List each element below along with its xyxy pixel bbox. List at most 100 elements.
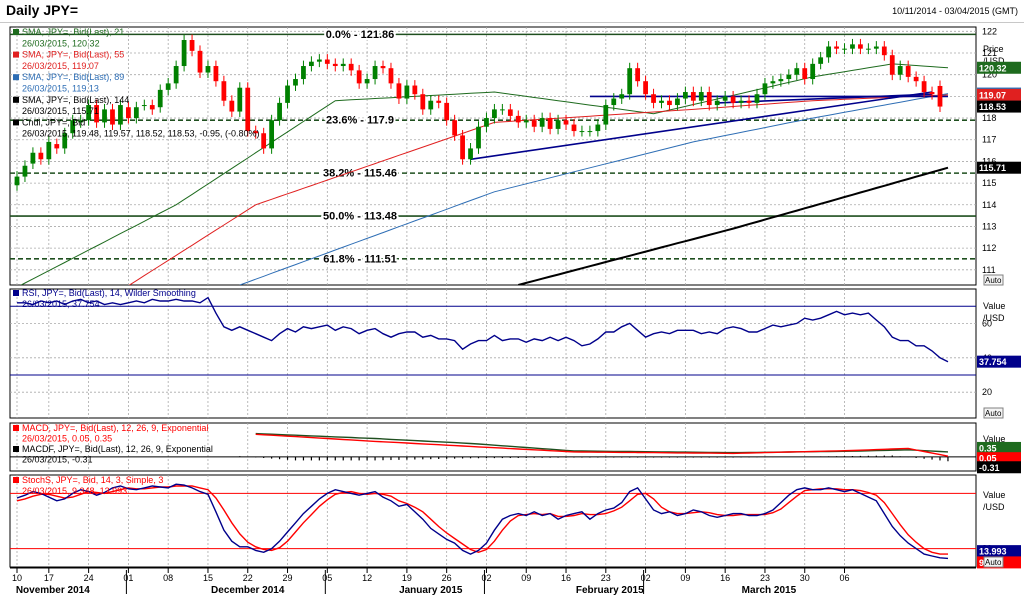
stoch-k-line xyxy=(16,483,949,560)
x-tick-label: 24 xyxy=(84,573,94,583)
candle-up xyxy=(364,79,370,84)
candle-up xyxy=(555,120,561,129)
rsi-badge xyxy=(977,355,1021,368)
fib-label: 50.0% - 113.48 xyxy=(323,211,397,223)
candle-down xyxy=(396,83,402,99)
candle-up xyxy=(539,118,545,127)
candle-down xyxy=(245,87,251,132)
x-tick-label: 16 xyxy=(561,573,571,583)
candle-up xyxy=(133,107,139,119)
candle-up xyxy=(102,109,107,123)
candle-up xyxy=(794,68,800,75)
candle-down xyxy=(706,92,712,106)
candle-down xyxy=(38,152,44,160)
candle-up xyxy=(165,83,171,90)
candle-down xyxy=(356,70,362,84)
candle-up xyxy=(492,109,497,119)
candle-up xyxy=(269,120,275,149)
x-tick-label: 05 xyxy=(322,573,332,583)
candle-down xyxy=(834,46,839,49)
candle-down xyxy=(460,135,465,160)
x-tick-label: 10 xyxy=(12,573,22,583)
candle-down xyxy=(571,124,577,132)
x-tick-label: 08 xyxy=(163,573,173,583)
x-tick-label: 26 xyxy=(442,573,452,583)
candle-up xyxy=(786,74,792,80)
window-titlebar: Daily JPY= 10/11/2014 - 03/04/2015 (GMT) xyxy=(0,0,1024,23)
price-unit-line2: /USD xyxy=(983,56,1005,66)
stoch-badge-label: 13.993 xyxy=(979,547,1007,557)
x-tick-label: 23 xyxy=(601,573,611,583)
candle-down xyxy=(667,100,672,106)
price-badge xyxy=(977,88,1021,101)
candle-down xyxy=(388,68,394,84)
candle-up xyxy=(627,68,633,95)
candle-down xyxy=(905,66,911,77)
x-tick-label: 06 xyxy=(840,573,850,583)
stoch-legend: 26/03/2015, 9.348, 13.993 xyxy=(22,486,127,496)
legend-text: 26/03/2015, 119.48, 119.57, 118.52, 118.… xyxy=(22,129,260,139)
x-month-label: February 2015 xyxy=(576,585,644,596)
legend-swatch xyxy=(13,96,19,103)
x-tick-label: 23 xyxy=(760,573,770,583)
price-tick-label: 112 xyxy=(982,243,996,253)
candle-down xyxy=(221,81,227,101)
candle-up xyxy=(237,87,243,112)
price-badge xyxy=(977,100,1021,113)
candle-up xyxy=(372,66,378,80)
macd-badge xyxy=(977,441,1021,454)
candle-up xyxy=(866,48,871,50)
candle-down xyxy=(348,63,354,71)
sma-144-line xyxy=(518,166,949,285)
candle-down xyxy=(197,50,203,73)
candle-up xyxy=(587,131,593,133)
candle-down xyxy=(563,120,569,125)
candle-down xyxy=(937,85,943,107)
legend-swatch xyxy=(13,119,19,126)
x-tick-label: 30 xyxy=(800,573,810,583)
price-auto-button-label: Auto xyxy=(985,276,1002,285)
candle-up xyxy=(579,131,585,133)
legend-text: Cndl, JPY=, Bid xyxy=(22,117,85,127)
x-tick-label: 17 xyxy=(44,573,54,583)
trendline xyxy=(470,91,933,161)
candle-up xyxy=(675,98,680,106)
candle-up xyxy=(205,66,211,73)
legend-text: 26/03/2015, 119.13 xyxy=(22,84,99,94)
legend-text: 26/03/2015, 115.71 xyxy=(22,106,99,116)
date-range-label: 10/11/2014 - 03/04/2015 (GMT) xyxy=(892,6,1018,16)
candle-up xyxy=(46,141,52,160)
x-tick-label: 09 xyxy=(680,573,690,583)
candle-down xyxy=(690,92,696,101)
rsi-legend: 26/03/2015, 37.754 xyxy=(22,299,100,309)
candle-up xyxy=(78,120,84,123)
legend-text: 26/03/2015, 119.07 xyxy=(22,61,99,71)
macd-legend: 26/03/2015, -0.31 xyxy=(22,455,93,465)
candle-up xyxy=(301,66,306,80)
candle-up xyxy=(611,98,617,106)
legend-swatch xyxy=(13,74,19,81)
candle-up xyxy=(770,81,776,84)
x-tick-label: 02 xyxy=(481,573,491,583)
candle-up xyxy=(754,94,760,103)
candle-down xyxy=(515,115,521,123)
price-badge-label: 119.07 xyxy=(979,90,1006,100)
candle-up xyxy=(826,46,831,58)
candle-up xyxy=(523,120,529,123)
fib-label: 61.8% - 111.51 xyxy=(323,253,396,265)
legend-text: SMA, JPY=, Bid(Last), 89 xyxy=(22,72,124,82)
macd-legend: MACDF, JPY=, Bid(Last), 12, 26, 9, Expon… xyxy=(22,444,213,454)
price-badge-label: 118.53 xyxy=(979,102,1006,112)
candle-down xyxy=(921,81,927,93)
stoch-auto-button xyxy=(983,556,1004,568)
legend-swatch xyxy=(13,446,19,452)
candle-down xyxy=(881,46,887,56)
price-tick-label: 120 xyxy=(982,70,997,80)
price-tick-label: 111 xyxy=(982,265,996,275)
candle-up xyxy=(468,148,473,160)
candle-up xyxy=(842,48,847,50)
stoch-unit-line2: /USD xyxy=(983,502,1005,512)
candle-down xyxy=(213,66,219,82)
candle-up xyxy=(682,92,688,99)
candle-up xyxy=(659,100,664,103)
